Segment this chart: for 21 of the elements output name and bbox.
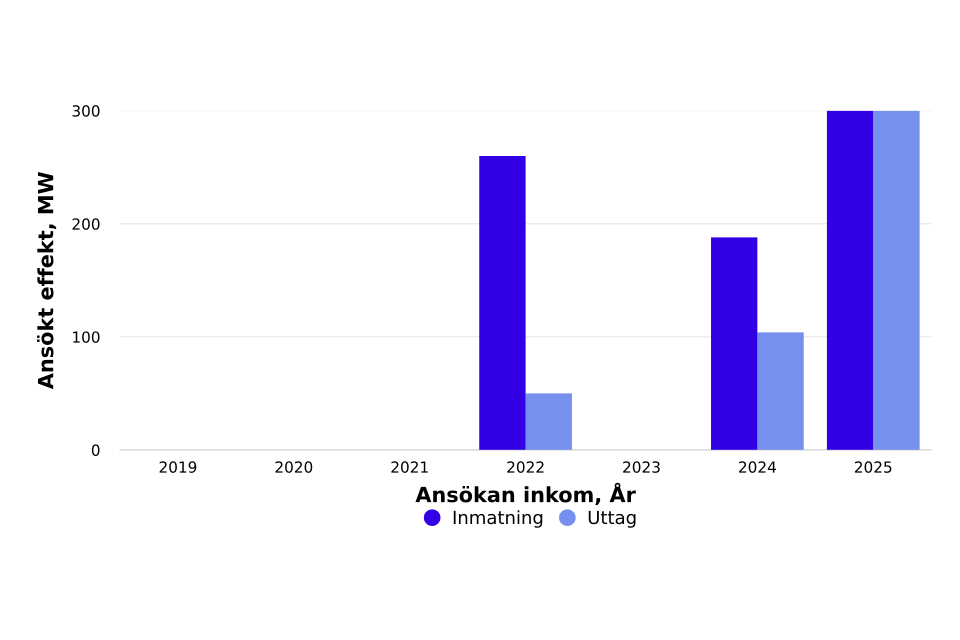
x-tick-label: 2019 [160,461,196,473]
y-tick-label: 300 [72,105,100,117]
bar [526,393,572,450]
y-axis-title: Ansökt effekt, MW [37,172,56,390]
bar [757,332,804,450]
y-tick-label: 100 [73,331,100,343]
y-tick-label: 0 [92,444,100,456]
x-tick-label: 2025 [854,461,892,473]
x-tick-label: 2021 [391,461,428,473]
x-tick-label: 2020 [276,461,312,473]
x-axis-title: Ansökan inkom, År [415,482,636,506]
bar [826,110,874,450]
legend-label: Uttag [588,510,636,528]
y-tick-label: 200 [72,218,100,230]
bar [479,156,526,450]
bar [873,110,920,450]
x-tick-label: 2023 [623,461,660,473]
x-tick-label: 2024 [739,461,776,473]
bar [711,237,758,450]
legend-label: Inmatning [454,510,542,528]
x-tick-label: 2022 [507,461,544,473]
